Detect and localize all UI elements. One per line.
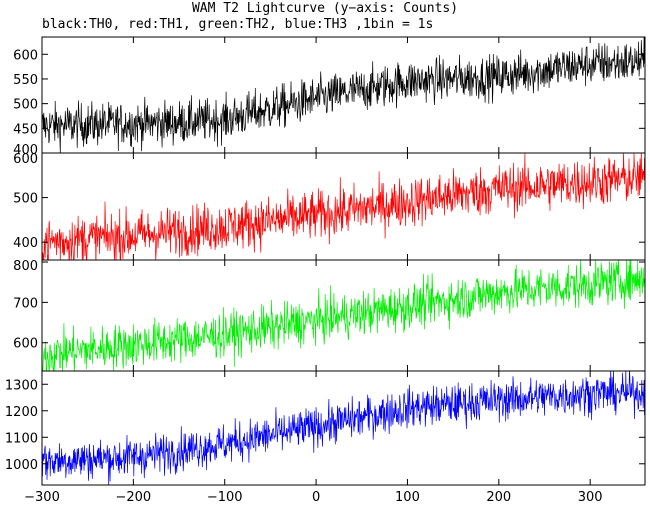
series-line-th2 (42, 260, 645, 371)
y-tick-label: 500 (13, 192, 38, 207)
y-tick-label: 450 (13, 122, 38, 137)
panel-frame-th1 (41, 152, 646, 261)
y-tick-label: 550 (13, 73, 38, 88)
y-tick-label: 1300 (5, 378, 38, 393)
chart-subtitle: black:TH0, red:TH1, green:TH2, blue:TH3 … (42, 17, 434, 32)
y-tick-label: 800 (13, 259, 38, 274)
x-tick-label: 100 (395, 490, 420, 505)
y-tick-label: 600 (13, 48, 38, 63)
y-tick-label: 1100 (5, 431, 38, 446)
panel-frame-th0 (41, 36, 646, 154)
chart-title: WAM T2 Lightcurve (y−axis: Counts) (191, 1, 459, 16)
y-tick-label: 600 (13, 337, 38, 352)
y-tick-label: 400 (13, 143, 38, 158)
y-tick-label: 500 (13, 98, 38, 113)
y-tick-label: 1000 (5, 458, 38, 473)
y-tick-label: 400 (13, 236, 38, 251)
x-tick-label: 200 (486, 490, 511, 505)
y-tick-label: 1200 (5, 405, 38, 420)
x-tick-label: −100 (207, 490, 243, 505)
y-tick-label: 600 (13, 152, 38, 167)
x-tick-label: −300 (24, 490, 60, 505)
series-line-th0 (42, 37, 645, 153)
y-tick-label: 700 (13, 296, 38, 311)
x-tick-label: −200 (116, 490, 152, 505)
series-line-th3 (42, 371, 645, 485)
panel-frame-th3 (41, 370, 646, 486)
x-tick-label: 300 (578, 490, 603, 505)
x-tick-label: 0 (312, 490, 320, 505)
series-line-th1 (42, 153, 645, 260)
